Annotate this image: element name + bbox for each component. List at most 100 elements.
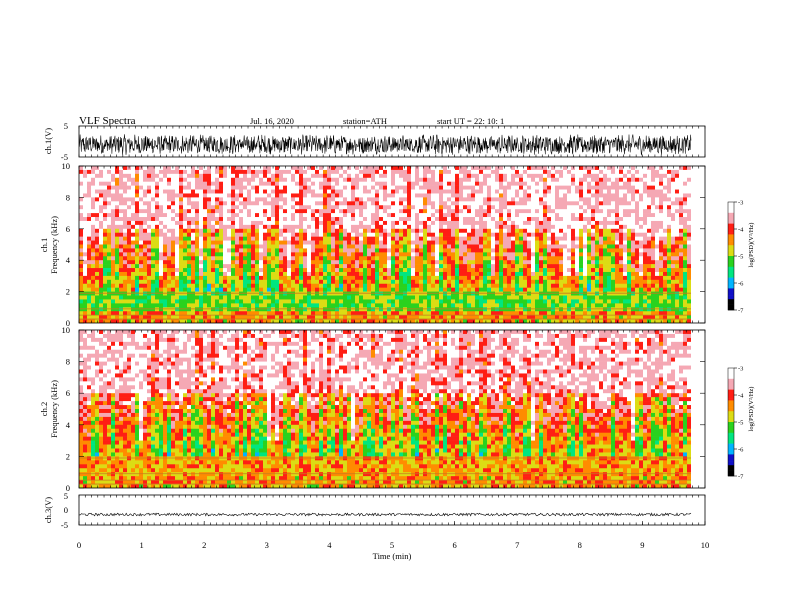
spectrogram-cell [327, 275, 332, 281]
spectrogram-cell [115, 169, 120, 175]
spectrogram-cell [239, 213, 244, 218]
spectrogram-cell [211, 244, 216, 249]
spectrogram-cell [147, 283, 152, 288]
spectrogram-cell [555, 240, 560, 245]
spectrogram-cell [539, 240, 544, 245]
spectrogram-cell [571, 193, 576, 198]
spectrogram-cell [507, 287, 512, 292]
spectrogram-cell [431, 220, 436, 226]
spectrogram-cell [455, 279, 460, 285]
spectrogram-cell [443, 209, 448, 214]
spectrogram-cell [395, 307, 400, 312]
spectrogram-cell [267, 244, 272, 249]
spectrogram-cell [263, 248, 268, 253]
spectrogram-cell [503, 193, 508, 198]
spectrogram-cell [511, 275, 516, 281]
spectrogram-cell [423, 256, 428, 261]
spectrogram-cell [351, 220, 356, 226]
spectrogram-cell [331, 189, 336, 194]
spectrogram-cell [295, 166, 300, 171]
spectrogram-cell [255, 311, 260, 316]
spectrogram-cell [507, 209, 512, 214]
spectrogram-cell [363, 189, 368, 194]
spectrogram-cell [563, 217, 568, 222]
spectrogram-cell [179, 197, 184, 202]
spectrogram-cell [507, 228, 512, 234]
spectrogram-cell [87, 279, 92, 285]
spectrogram-cell [267, 197, 272, 202]
spectrogram-cell [459, 268, 464, 273]
spectrogram-cell [99, 291, 104, 296]
spectrogram-cell [243, 299, 248, 304]
spectrogram-cell [227, 252, 232, 257]
spectrogram-cell [139, 166, 144, 171]
spectrogram-cell [519, 169, 524, 175]
spectrogram-cell [87, 228, 92, 234]
spectrogram-cell [575, 169, 580, 175]
spectrogram-cell [491, 224, 496, 230]
spectrogram-cell [411, 193, 416, 198]
spectrogram-cell [99, 279, 104, 285]
spectrogram-cell [495, 287, 500, 292]
spectrogram-cell [487, 268, 492, 273]
spectrogram-cell [123, 275, 128, 281]
spectrogram-cell [507, 193, 512, 198]
spectrogram-cell [207, 268, 212, 273]
spectrogram-cell [179, 228, 184, 234]
spectrogram-cell [555, 275, 560, 281]
spectrogram-cell [187, 217, 192, 222]
spectrogram-cell [83, 232, 88, 237]
spectrogram-cell [351, 240, 356, 245]
spectrogram-cell [167, 209, 172, 214]
spectrogram-cell [167, 248, 172, 253]
spectrogram-cell [291, 291, 296, 296]
spectrogram-cell [435, 169, 440, 175]
spectrogram-cell [203, 268, 208, 273]
spectrogram-cell [295, 252, 300, 257]
spectrogram-cell [427, 209, 432, 214]
spectrogram-cell [163, 260, 168, 265]
spectrogram-cell [407, 228, 412, 234]
spectrogram-cell [455, 252, 460, 257]
spectrogram-cell [503, 287, 508, 292]
spectrogram-cell [479, 166, 484, 171]
spectrogram-cell [547, 232, 552, 237]
spectrogram-cell [299, 291, 304, 296]
spectrogram-cell [375, 311, 380, 316]
spectrogram-cell [323, 291, 328, 296]
spectrogram-cell [483, 271, 488, 277]
spectrogram-cell [431, 275, 436, 281]
spectrogram-cell [123, 201, 128, 206]
spectrogram-cell [299, 232, 304, 237]
spectrogram-cell [451, 248, 456, 253]
spectrogram-cell [147, 271, 152, 277]
spectrogram-cell [435, 181, 440, 186]
spectrogram-cell [187, 185, 192, 190]
spectrogram-cell [175, 287, 180, 292]
spectrogram-cell [515, 271, 520, 277]
spectrogram-cell [543, 205, 548, 210]
spectrogram-cell [403, 264, 408, 269]
spectrogram-cell [435, 189, 440, 194]
spectrogram-cell [255, 209, 260, 214]
spectrogram-cell [359, 217, 364, 222]
spectrogram-cell [283, 228, 288, 234]
spectrogram-cell [395, 209, 400, 214]
spectrogram-cell [131, 213, 136, 218]
spectrogram-cell [203, 315, 208, 320]
spectrogram-cell [463, 244, 468, 249]
spectrogram-cell [363, 256, 368, 261]
spectrogram-cell [159, 264, 164, 269]
spectrogram-cell [259, 256, 264, 261]
spectrogram-cell [559, 213, 564, 218]
spectrogram-cell [327, 205, 332, 210]
spectrogram-cell [431, 279, 436, 285]
spectrogram-cell [107, 268, 112, 273]
spectrogram-cell [95, 213, 100, 218]
spectrogram-cell [567, 185, 572, 190]
spectrogram-cell [359, 315, 364, 320]
spectrogram-cell [251, 169, 256, 175]
spectrogram-cell [259, 177, 264, 182]
spectrogram-cell [279, 315, 284, 320]
spectrogram-cell [435, 197, 440, 202]
